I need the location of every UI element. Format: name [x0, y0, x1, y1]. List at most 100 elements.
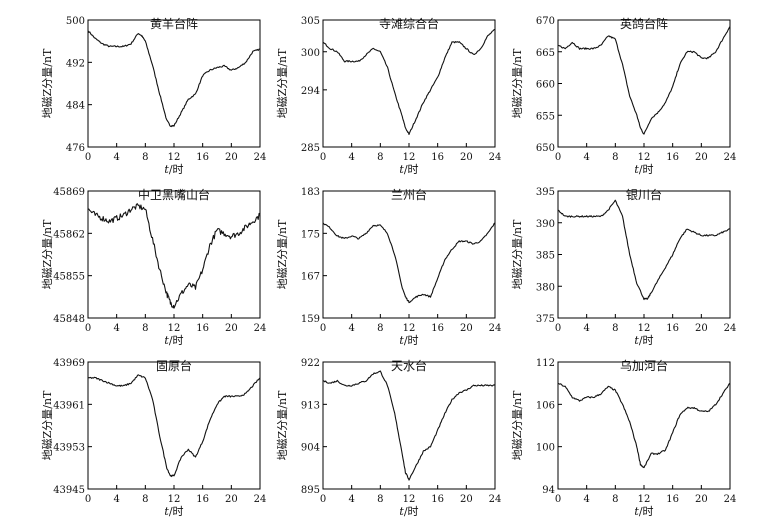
subplot-title: 天水台 — [391, 358, 427, 373]
y-tick-label: 375 — [536, 314, 555, 325]
x-tick-label: 0 — [320, 323, 326, 334]
series-line — [557, 26, 731, 135]
y-axis-label: 地磁Z分量/nT — [41, 390, 54, 460]
x-tick-label: 20 — [225, 494, 238, 505]
x-axis-label-var: t — [164, 163, 169, 176]
x-tick-label: 12 — [638, 494, 651, 505]
x-axis-label-unit: /时 — [404, 334, 419, 347]
x-tick-label: 12 — [168, 152, 181, 163]
y-tick-label: 665 — [536, 48, 555, 59]
subplot-3: 英鸽台阵 0 4 8 12 16 20 24 650 655 660 665 670 地磁Z分量/nT t/… — [511, 16, 736, 176]
x-axis-label: t/时 — [634, 505, 653, 518]
x-tick-label: 8 — [612, 494, 618, 505]
y-tick-label: 904 — [301, 443, 320, 454]
subplot-7: 固原台 0 4 8 12 16 20 24 43945 43953 43961 43969 地磁Z分量/… — [41, 358, 266, 518]
x-tick-label: 8 — [377, 323, 383, 334]
subplot-title: 兰州台 — [391, 187, 427, 202]
x-tick-label: 12 — [638, 323, 651, 334]
subplot-title: 中卫黑嘴山台 — [138, 187, 210, 202]
x-axis-label: t/时 — [164, 505, 183, 518]
x-tick-label: 8 — [612, 152, 618, 163]
x-tick-label: 0 — [85, 152, 91, 163]
x-tick-label: 4 — [113, 323, 119, 334]
x-tick-label: 16 — [431, 152, 444, 163]
x-axis-label-var: t — [164, 334, 169, 347]
y-axis-label: 地磁Z分量/nT — [511, 219, 524, 289]
plot-frame — [322, 190, 496, 319]
y-axis-label: 地磁Z分量/nT — [276, 219, 289, 289]
y-tick-label: 285 — [301, 143, 320, 154]
x-tick-label: 16 — [196, 494, 209, 505]
subplot-9: 乌加河台 0 4 8 12 16 20 24 94 100 106 112 地磁Z分量/nT t/时 — [511, 358, 736, 518]
y-tick-label: 175 — [301, 229, 320, 240]
x-tick-label: 12 — [168, 494, 181, 505]
y-tick-label: 492 — [66, 58, 85, 69]
subplot-5: 兰州台 0 4 8 12 16 20 24 159 167 175 183 地磁Z分量/nT t/时 — [276, 187, 501, 347]
y-tick-label: 650 — [536, 143, 555, 154]
x-tick-label: 24 — [489, 152, 502, 163]
subplot-title: 乌加河台 — [620, 358, 668, 373]
plot-frame — [87, 190, 261, 319]
y-tick-label: 45848 — [53, 314, 85, 325]
series-line — [557, 382, 731, 469]
y-axis-label: 地磁Z分量/nT — [276, 390, 289, 460]
x-tick-label: 4 — [583, 323, 589, 334]
y-axis-label: 地磁Z分量/nT — [511, 390, 524, 460]
x-tick-label: 24 — [724, 152, 737, 163]
plot-frame — [322, 19, 496, 148]
y-tick-label: 476 — [66, 143, 85, 154]
x-axis-label-var: t — [399, 163, 404, 176]
x-tick-label: 12 — [638, 152, 651, 163]
x-tick-label: 16 — [196, 152, 209, 163]
y-tick-label: 395 — [536, 187, 555, 198]
x-tick-label: 0 — [85, 323, 91, 334]
x-axis-label-var: t — [399, 505, 404, 518]
x-tick-label: 24 — [724, 323, 737, 334]
x-tick-label: 12 — [168, 323, 181, 334]
x-tick-label: 20 — [460, 152, 473, 163]
x-tick-label: 8 — [377, 152, 383, 163]
y-tick-label: 380 — [536, 282, 555, 293]
x-tick-label: 24 — [254, 152, 267, 163]
x-tick-label: 20 — [695, 323, 708, 334]
subplot-6: 银川台 0 4 8 12 16 20 24 375 380 385 390 395 地磁Z分量/nT t/时 — [511, 187, 736, 347]
y-tick-label: 390 — [536, 219, 555, 230]
x-axis-label-unit: /时 — [169, 334, 184, 347]
y-axis-label: 地磁Z分量/nT — [41, 219, 54, 289]
x-tick-label: 16 — [666, 323, 679, 334]
x-axis-label-unit: /时 — [639, 334, 654, 347]
x-tick-label: 4 — [113, 494, 119, 505]
x-tick-label: 24 — [724, 494, 737, 505]
x-tick-label: 20 — [225, 152, 238, 163]
series-line — [322, 370, 496, 481]
y-tick-label: 43961 — [53, 400, 85, 411]
x-tick-label: 8 — [142, 323, 148, 334]
y-tick-label: 670 — [536, 16, 555, 27]
x-tick-label: 24 — [489, 323, 502, 334]
y-tick-label: 500 — [66, 16, 85, 27]
plot-frame — [322, 361, 496, 490]
y-tick-label: 45869 — [53, 187, 85, 198]
x-axis-label-var: t — [164, 505, 169, 518]
y-tick-label: 100 — [536, 443, 555, 454]
x-tick-label: 24 — [254, 494, 267, 505]
y-tick-label: 294 — [301, 86, 320, 97]
x-tick-label: 0 — [555, 323, 561, 334]
x-tick-label: 12 — [403, 152, 416, 163]
x-axis-label: t/时 — [399, 505, 418, 518]
x-axis-label: t/时 — [634, 163, 653, 176]
x-axis-label: t/时 — [634, 334, 653, 347]
y-tick-label: 43953 — [53, 443, 85, 454]
y-tick-label: 94 — [542, 485, 555, 496]
x-tick-label: 4 — [583, 494, 589, 505]
x-axis-label: t/时 — [399, 163, 418, 176]
y-tick-label: 159 — [301, 314, 320, 325]
x-tick-label: 20 — [225, 323, 238, 334]
x-tick-label: 4 — [348, 152, 354, 163]
x-tick-label: 0 — [320, 152, 326, 163]
x-tick-label: 16 — [431, 323, 444, 334]
subplot-title: 银川台 — [626, 187, 662, 202]
y-tick-label: 655 — [536, 111, 555, 122]
x-axis-label-var: t — [634, 334, 639, 347]
